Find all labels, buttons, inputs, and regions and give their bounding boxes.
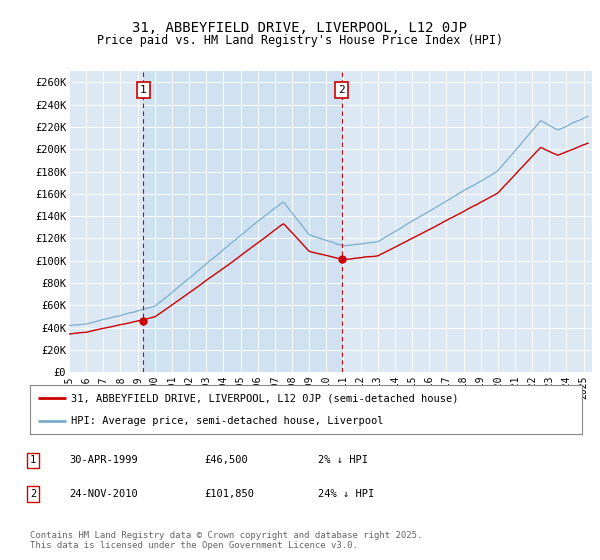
Text: 24% ↓ HPI: 24% ↓ HPI: [318, 489, 374, 499]
Text: 24-NOV-2010: 24-NOV-2010: [69, 489, 138, 499]
Text: Price paid vs. HM Land Registry's House Price Index (HPI): Price paid vs. HM Land Registry's House …: [97, 34, 503, 46]
Text: 1: 1: [140, 85, 146, 95]
Text: HPI: Average price, semi-detached house, Liverpool: HPI: Average price, semi-detached house,…: [71, 416, 384, 426]
Bar: [143, 71, 342, 372]
Text: 31, ABBEYFIELD DRIVE, LIVERPOOL, L12 0JP (semi-detached house): 31, ABBEYFIELD DRIVE, LIVERPOOL, L12 0JP…: [71, 393, 459, 403]
Text: £101,850: £101,850: [204, 489, 254, 499]
Text: £46,500: £46,500: [204, 455, 248, 465]
Text: 2: 2: [30, 489, 36, 499]
Text: Contains HM Land Registry data © Crown copyright and database right 2025.
This d: Contains HM Land Registry data © Crown c…: [30, 531, 422, 550]
Text: 1: 1: [30, 455, 36, 465]
Text: 2% ↓ HPI: 2% ↓ HPI: [318, 455, 368, 465]
Text: 2: 2: [338, 85, 345, 95]
Text: 30-APR-1999: 30-APR-1999: [69, 455, 138, 465]
Text: 31, ABBEYFIELD DRIVE, LIVERPOOL, L12 0JP: 31, ABBEYFIELD DRIVE, LIVERPOOL, L12 0JP: [133, 21, 467, 35]
